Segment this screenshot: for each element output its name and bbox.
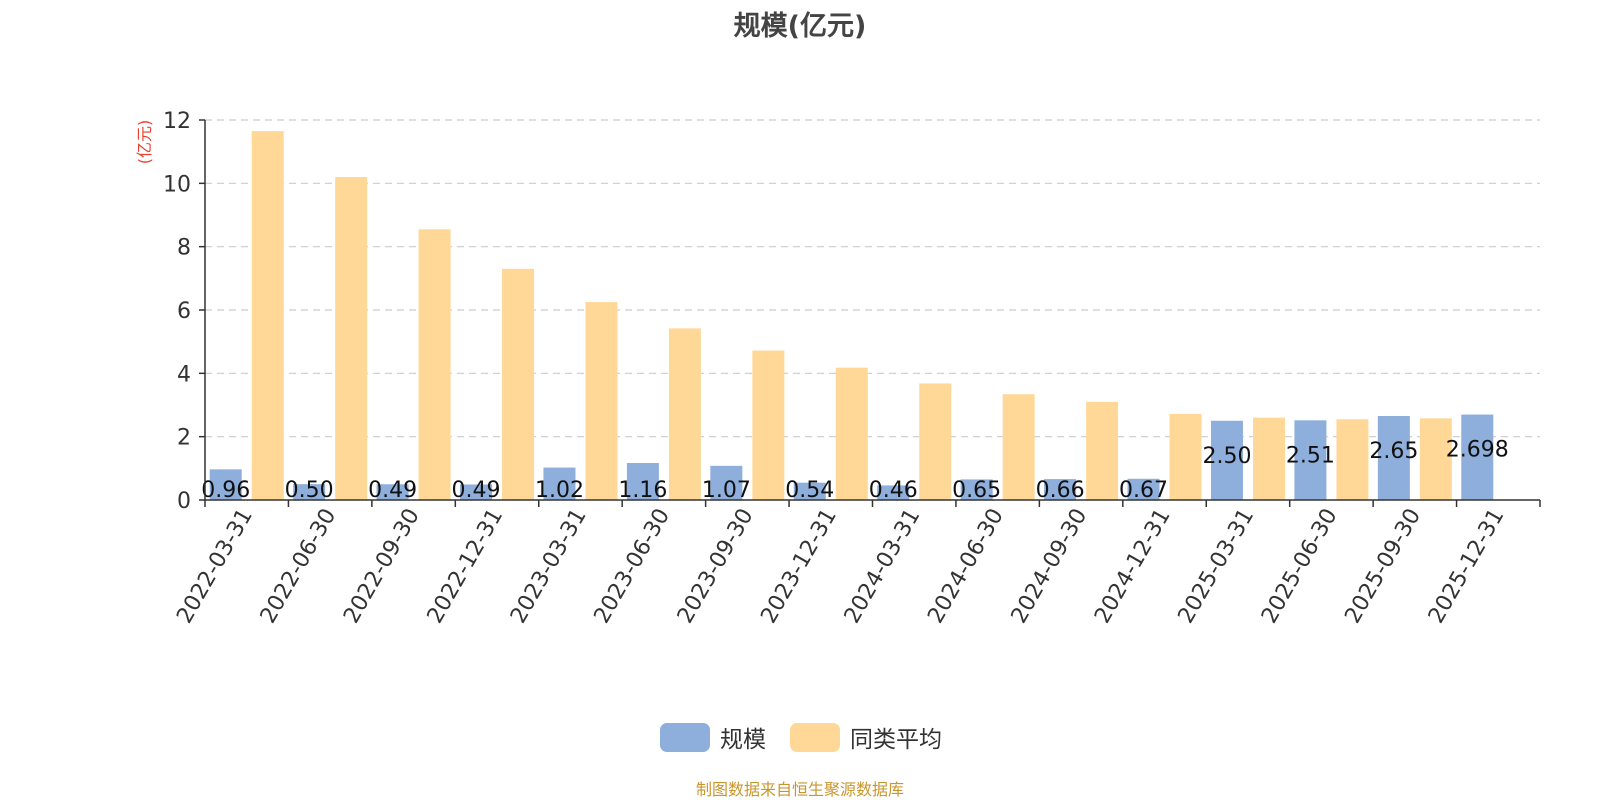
x-tick-label: 2022-06-30 xyxy=(256,505,342,628)
y-axis-title: (亿元) xyxy=(135,120,154,165)
y-tick-label: 0 xyxy=(177,489,191,514)
y-tick-label: 2 xyxy=(177,426,191,451)
data-label-scale: 0.49 xyxy=(452,478,501,503)
bar-peer-average[interactable] xyxy=(585,302,618,500)
data-label-scale: 0.65 xyxy=(952,478,1001,503)
gridlines xyxy=(205,119,1540,438)
bar-scale[interactable] xyxy=(543,467,576,500)
legend-label-peer-average: 同类平均 xyxy=(850,727,942,753)
data-label-scale: 0.50 xyxy=(285,478,334,503)
bar-scale[interactable] xyxy=(1377,415,1410,500)
bar-scale[interactable] xyxy=(710,465,743,500)
y-tick-label: 10 xyxy=(163,172,191,197)
data-label-scale: 1.16 xyxy=(618,478,667,503)
x-tick-label: 2025-03-31 xyxy=(1174,505,1260,628)
data-label-scale: 0.66 xyxy=(1036,478,1085,503)
bar-scale[interactable] xyxy=(626,462,659,500)
x-tick-label: 2024-06-30 xyxy=(923,505,1009,628)
x-tick-label: 2024-09-30 xyxy=(1007,505,1093,628)
x-tick-label: 2025-06-30 xyxy=(1257,505,1343,628)
bar-peer-average[interactable] xyxy=(1252,417,1285,500)
bar-scale[interactable] xyxy=(1294,420,1327,500)
data-label-scale: 0.49 xyxy=(368,478,417,503)
bar-peer-average[interactable] xyxy=(418,229,451,500)
data-label-scale: 1.07 xyxy=(702,478,751,503)
x-tick-label: 2024-03-31 xyxy=(840,505,926,628)
bar-peer-average[interactable] xyxy=(1419,418,1452,500)
data-label-scale: 2.51 xyxy=(1286,443,1335,468)
x-tick-label: 2023-09-30 xyxy=(673,505,759,628)
bar-peer-average[interactable] xyxy=(668,328,701,500)
legend-swatch-peer-average xyxy=(790,722,840,752)
bar-peer-average[interactable] xyxy=(752,350,785,500)
x-tick-label: 2022-09-30 xyxy=(339,505,425,628)
bars xyxy=(209,131,1494,501)
data-labels: 0.96 0.50 0.49 0.49 1.02 1.16 1.07 0.54 0.46 0.65… xyxy=(201,438,1509,503)
data-label-scale: 0.96 xyxy=(201,478,250,503)
data-label-scale: 2.50 xyxy=(1202,444,1251,469)
legend-swatch-scale xyxy=(660,722,710,752)
bar-peer-average[interactable] xyxy=(251,131,284,501)
bar-peer-average[interactable] xyxy=(1002,394,1035,500)
y-tick-label: 6 xyxy=(177,299,191,324)
data-label-scale: 2.698 xyxy=(1446,438,1509,463)
data-label-scale: 1.02 xyxy=(535,478,584,503)
bar-scale[interactable] xyxy=(209,469,242,500)
x-tick-label: 2025-12-31 xyxy=(1424,505,1510,628)
bar-peer-average[interactable] xyxy=(919,383,952,500)
bar-peer-average[interactable] xyxy=(502,268,535,500)
x-tick-label: 2023-12-31 xyxy=(756,505,842,628)
bar-scale[interactable] xyxy=(376,484,409,500)
y-tick-label: 8 xyxy=(177,236,191,261)
bar-peer-average[interactable] xyxy=(1169,413,1202,500)
source-note: 制图数据来自恒生聚源数据库 xyxy=(695,780,904,799)
y-tick-label: 4 xyxy=(177,362,191,387)
x-tick-label: 2025-09-30 xyxy=(1340,505,1426,628)
legend-item-peer-average[interactable]: 同类平均 xyxy=(790,722,942,753)
bar-scale[interactable] xyxy=(793,482,826,500)
bar-scale[interactable] xyxy=(960,479,993,500)
legend-label-scale: 规模 xyxy=(720,727,766,753)
x-tick-label: 2022-12-31 xyxy=(423,505,509,628)
bar-peer-average[interactable] xyxy=(1086,401,1119,500)
y-tick-label: 12 xyxy=(163,109,191,134)
data-label-scale: 0.46 xyxy=(869,478,918,503)
bar-scale[interactable] xyxy=(460,484,493,500)
bar-scale[interactable] xyxy=(1127,478,1160,500)
chart-title: 规模(亿元) xyxy=(733,11,867,42)
x-tick-label: 2024-12-31 xyxy=(1090,505,1176,628)
data-label-scale: 2.65 xyxy=(1369,439,1418,464)
bar-scale[interactable] xyxy=(293,484,326,500)
bar-peer-average[interactable] xyxy=(1336,419,1369,500)
x-tick-label: 2023-03-31 xyxy=(506,505,592,628)
bar-scale[interactable] xyxy=(1210,420,1243,500)
bar-scale[interactable] xyxy=(877,485,910,500)
legend-item-scale[interactable]: 规模 xyxy=(660,722,766,753)
x-tick-label: 2023-06-30 xyxy=(590,505,676,628)
x-tick-label: 2022-03-31 xyxy=(172,505,258,628)
bar-peer-average[interactable] xyxy=(335,177,368,500)
bar-scale[interactable] xyxy=(1044,479,1077,500)
data-label-scale: 0.67 xyxy=(1119,478,1168,503)
bar-scale[interactable] xyxy=(1461,414,1494,500)
bar-peer-average[interactable] xyxy=(835,367,868,500)
data-label-scale: 0.54 xyxy=(785,478,834,503)
